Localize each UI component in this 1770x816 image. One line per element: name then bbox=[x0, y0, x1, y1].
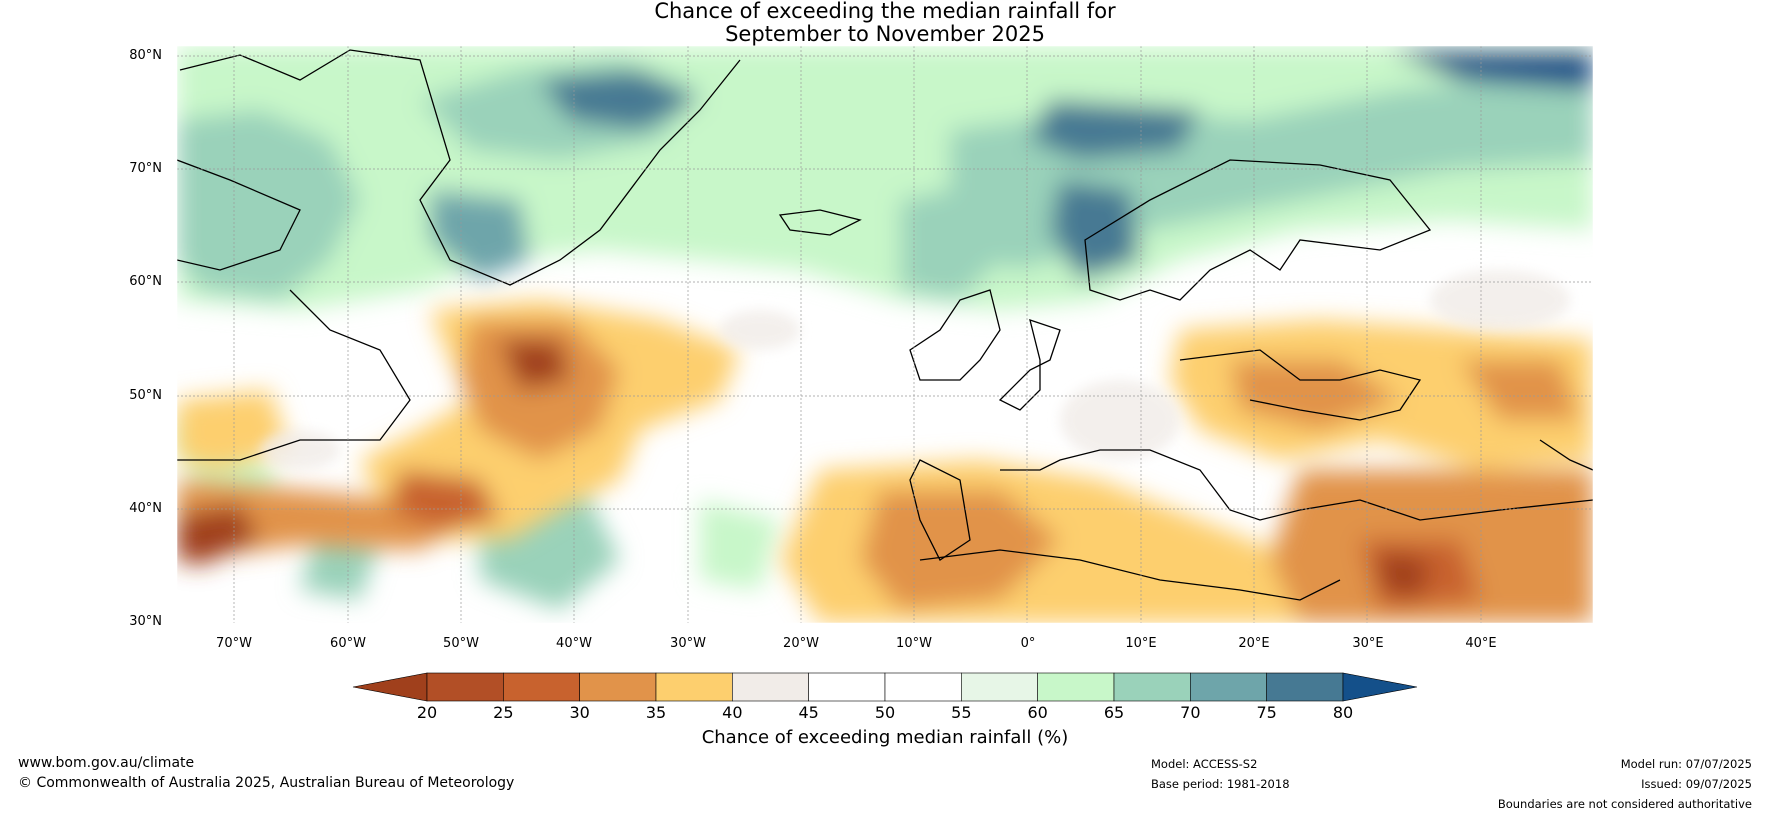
footer-base-period: Base period: 1981-2018 bbox=[1151, 777, 1290, 791]
colorbar-title: Chance of exceeding median rainfall (%) bbox=[701, 727, 1069, 748]
lon-label-40e: 40°E bbox=[1465, 636, 1497, 651]
colorbar-tick-label: 20 bbox=[416, 703, 438, 722]
colorbar-tick-label: 75 bbox=[1256, 703, 1277, 722]
footer-model-run: Model run: 07/07/2025 bbox=[1620, 757, 1752, 771]
footer-boundaries: Boundaries are not considered authoritat… bbox=[1497, 797, 1752, 811]
lat-label-40n: 40°N bbox=[129, 501, 162, 516]
map-title: Chance of exceeding the median rainfall … bbox=[0, 0, 1770, 46]
title-line-2: September to November 2025 bbox=[725, 22, 1045, 46]
colorbar-segment bbox=[1266, 672, 1344, 702]
lon-label-70w: 70°W bbox=[216, 636, 252, 651]
colorbar-tick-label: 30 bbox=[569, 703, 590, 722]
colorbar-segment bbox=[808, 672, 886, 702]
colorbar-extend-high bbox=[1342, 672, 1418, 702]
lon-label-60w: 60°W bbox=[330, 636, 366, 651]
lon-label-50w: 50°W bbox=[443, 636, 479, 651]
footer-model: Model: ACCESS-S2 bbox=[1151, 757, 1258, 771]
coastlines bbox=[177, 49, 1593, 601]
lon-label-30w: 30°W bbox=[670, 636, 706, 651]
colorbar-segment bbox=[961, 672, 1038, 702]
colorbar-tick-label: 80 bbox=[1332, 703, 1354, 722]
colorbar-tick-label: 35 bbox=[645, 703, 667, 722]
lat-label-30n: 30°N bbox=[129, 614, 162, 629]
colorbar-segment bbox=[426, 672, 504, 702]
colorbar-tick-label: 65 bbox=[1103, 703, 1125, 722]
colorbar bbox=[352, 672, 1418, 702]
footer-issued: Issued: 09/07/2025 bbox=[1641, 777, 1752, 791]
colorbar-extend-low bbox=[352, 672, 428, 702]
lat-label-80n: 80°N bbox=[129, 48, 162, 63]
colorbar-tick-label: 70 bbox=[1180, 703, 1201, 722]
lon-label-20w: 20°W bbox=[783, 636, 819, 651]
lon-label-10w: 10°W bbox=[896, 636, 932, 651]
lat-label-50n: 50°N bbox=[129, 388, 162, 403]
colorbar-tick-label: 60 bbox=[1027, 703, 1048, 722]
colorbar-segment bbox=[503, 672, 580, 702]
lon-label-0: 0° bbox=[1020, 636, 1036, 651]
colorbar-segment bbox=[732, 672, 809, 702]
neutral-anomaly-layer bbox=[260, 270, 1570, 470]
graticule bbox=[177, 46, 1593, 623]
colorbar-tick-label: 40 bbox=[722, 703, 743, 722]
footer-copyright: © Commonwealth of Australia 2025, Austra… bbox=[18, 775, 515, 791]
dry-anomaly-layer bbox=[177, 300, 1593, 623]
footer-website: www.bom.gov.au/climate bbox=[18, 755, 195, 771]
colorbar-tick-label: 25 bbox=[493, 703, 514, 722]
lat-label-70n: 70°N bbox=[129, 161, 162, 176]
colorbar-tick-label: 45 bbox=[798, 703, 819, 722]
title-line-1: Chance of exceeding the median rainfall … bbox=[654, 0, 1116, 23]
lon-label-10e: 10°E bbox=[1125, 636, 1157, 651]
lon-label-30e: 30°E bbox=[1352, 636, 1384, 651]
map-field bbox=[177, 46, 1593, 623]
colorbar-segment bbox=[1190, 672, 1267, 702]
lon-label-20e: 20°E bbox=[1238, 636, 1270, 651]
colorbar-tick-label: 55 bbox=[951, 703, 972, 722]
colorbar-tick-label: 50 bbox=[874, 703, 896, 722]
colorbar-segment bbox=[884, 672, 962, 702]
colorbar-segment bbox=[579, 672, 657, 702]
lon-label-40w: 40°W bbox=[556, 636, 592, 651]
colorbar-segment bbox=[1037, 672, 1115, 702]
lat-label-60n: 60°N bbox=[129, 274, 162, 289]
colorbar-segment bbox=[1113, 672, 1191, 702]
colorbar-segment bbox=[655, 672, 733, 702]
